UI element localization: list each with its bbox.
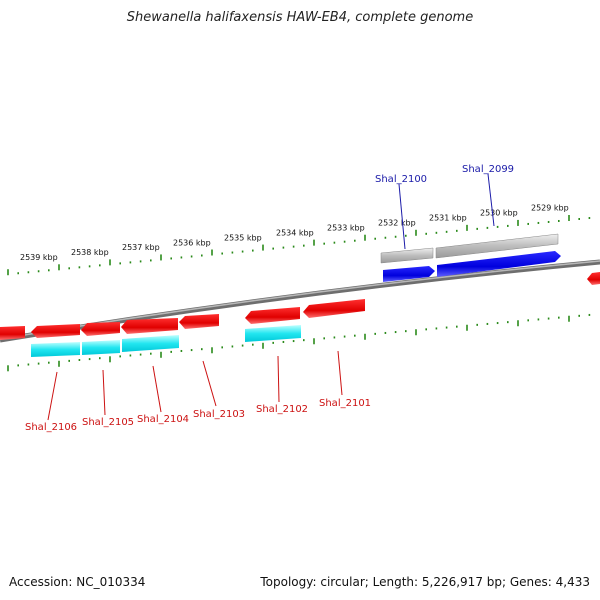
gene-label-shal-2104: Shal_2104 [137,414,189,425]
gene-label-shal-2103: Shal_2103 [193,409,245,420]
accession-text: Accession: NC_010334 [9,575,146,589]
gene-shal-2100-arrow [383,266,435,282]
cyan-strip-4 [245,325,301,342]
edge-gene-arrow [587,272,600,285]
upper-ruler: 2539 kbp 2538 kbp 2537 kbp 2536 kbp 2535 kbp… [7,204,591,276]
gene-edge-left-arrow [0,326,25,340]
gene-shal-2103-arrow [179,314,219,329]
tick-label: 2532 kbp [378,218,416,227]
cyan-strip-3 [122,335,179,352]
grey-strip-right [435,233,559,259]
gene-label-shal-2099: Shal_2099 [462,164,514,175]
grey-strip-left [380,247,434,264]
genome-summary-text: Topology: circular; Length: 5,226,917 bp… [260,575,590,589]
tick-label: 2529 kbp [531,204,569,213]
gene-label-shal-2106: Shal_2106 [25,422,77,433]
gene-shal-2102-arrow [245,307,300,324]
gene-shal-2099-arrow [437,251,561,277]
genome-backbone [0,259,600,343]
map-title: Shewanella halifaxensis HAW-EB4, complet… [126,10,474,25]
gene-shal-2106-arrow [31,324,80,338]
tick-label: 2531 kbp [429,214,467,223]
tick-label: 2538 kbp [71,248,109,257]
tick-label: 2537 kbp [122,243,160,252]
gene-label-shal-2105: Shal_2105 [82,417,134,428]
gene-shal-2101-arrow [303,299,365,318]
cyan-strip-1 [31,342,80,357]
gene-shal-2104-arrow [121,318,178,334]
gene-label-shal-2102: Shal_2102 [256,404,308,415]
gene-label-shal-2100: Shal_2100 [375,174,427,185]
tick-label: 2536 kbp [173,238,211,247]
tick-label: 2539 kbp [20,253,58,262]
cyan-strip-2 [82,340,120,355]
lower-ruler [7,313,591,372]
tick-label: 2530 kbp [480,209,518,218]
tick-label: 2534 kbp [276,228,314,237]
tick-label: 2533 kbp [327,223,365,232]
gene-shal-2105-arrow [81,322,120,336]
tick-label: 2535 kbp [224,233,262,242]
gene-label-shal-2101: Shal_2101 [319,398,371,409]
